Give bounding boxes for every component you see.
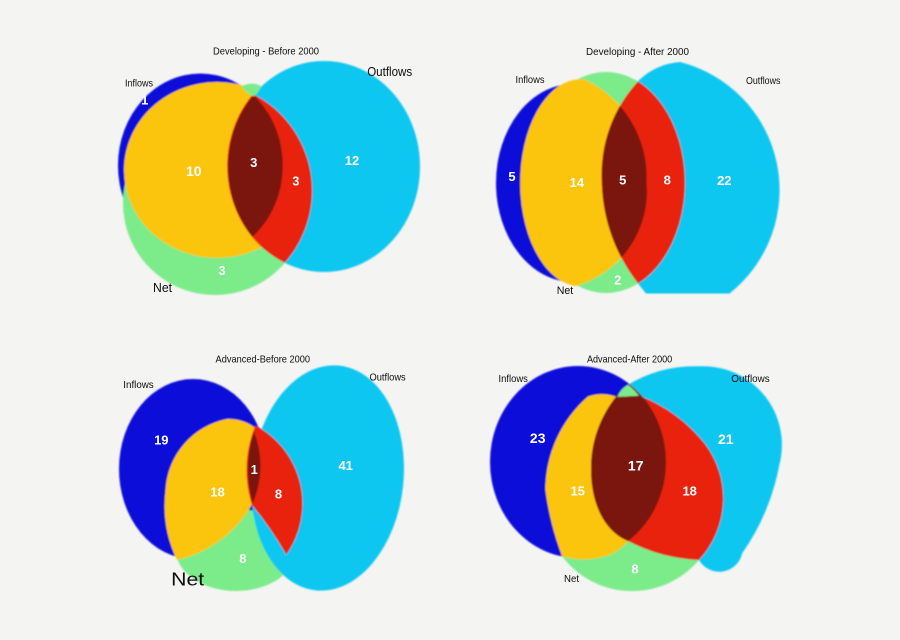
- svg-text:Net: Net: [153, 280, 172, 295]
- svg-text:3: 3: [292, 175, 299, 189]
- svg-text:Net: Net: [171, 570, 204, 590]
- svg-text:19: 19: [154, 433, 168, 448]
- svg-text:Advanced-Before 2000: Advanced-Before 2000: [216, 354, 311, 366]
- svg-text:Advanced-After 2000: Advanced-After 2000: [587, 354, 672, 366]
- svg-text:8: 8: [631, 562, 638, 577]
- svg-text:3: 3: [250, 155, 257, 170]
- svg-text:Outflows: Outflows: [370, 373, 406, 384]
- svg-text:17: 17: [628, 458, 644, 474]
- svg-text:Net: Net: [557, 285, 574, 297]
- svg-text:Outflows: Outflows: [746, 76, 781, 87]
- svg-text:Inflows: Inflows: [516, 75, 545, 86]
- svg-text:18: 18: [210, 485, 224, 500]
- svg-text:Developing - After 2000: Developing - After 2000: [586, 46, 689, 58]
- svg-text:18: 18: [682, 484, 696, 499]
- svg-text:8: 8: [664, 173, 671, 188]
- svg-text:8: 8: [275, 487, 282, 502]
- svg-text:Outflows: Outflows: [731, 374, 769, 385]
- svg-text:Inflows: Inflows: [123, 380, 153, 391]
- svg-text:22: 22: [717, 173, 731, 188]
- svg-text:Inflows: Inflows: [499, 374, 528, 385]
- svg-text:2: 2: [614, 273, 621, 288]
- svg-text:1: 1: [251, 462, 258, 477]
- svg-text:14: 14: [570, 175, 585, 190]
- svg-text:1: 1: [141, 93, 148, 108]
- svg-text:3: 3: [219, 264, 226, 278]
- svg-text:5: 5: [619, 173, 626, 188]
- svg-text:15: 15: [570, 484, 584, 499]
- svg-text:21: 21: [718, 431, 734, 447]
- svg-text:5: 5: [508, 169, 515, 184]
- svg-text:Net: Net: [564, 573, 579, 585]
- svg-text:8: 8: [239, 551, 246, 566]
- svg-text:Outflows: Outflows: [367, 64, 412, 79]
- svg-text:Developing - Before 2000: Developing - Before 2000: [213, 46, 319, 58]
- svg-text:23: 23: [530, 430, 546, 446]
- svg-text:10: 10: [186, 163, 202, 179]
- svg-text:12: 12: [345, 153, 359, 168]
- svg-text:41: 41: [338, 458, 352, 473]
- svg-text:Inflows: Inflows: [125, 79, 153, 90]
